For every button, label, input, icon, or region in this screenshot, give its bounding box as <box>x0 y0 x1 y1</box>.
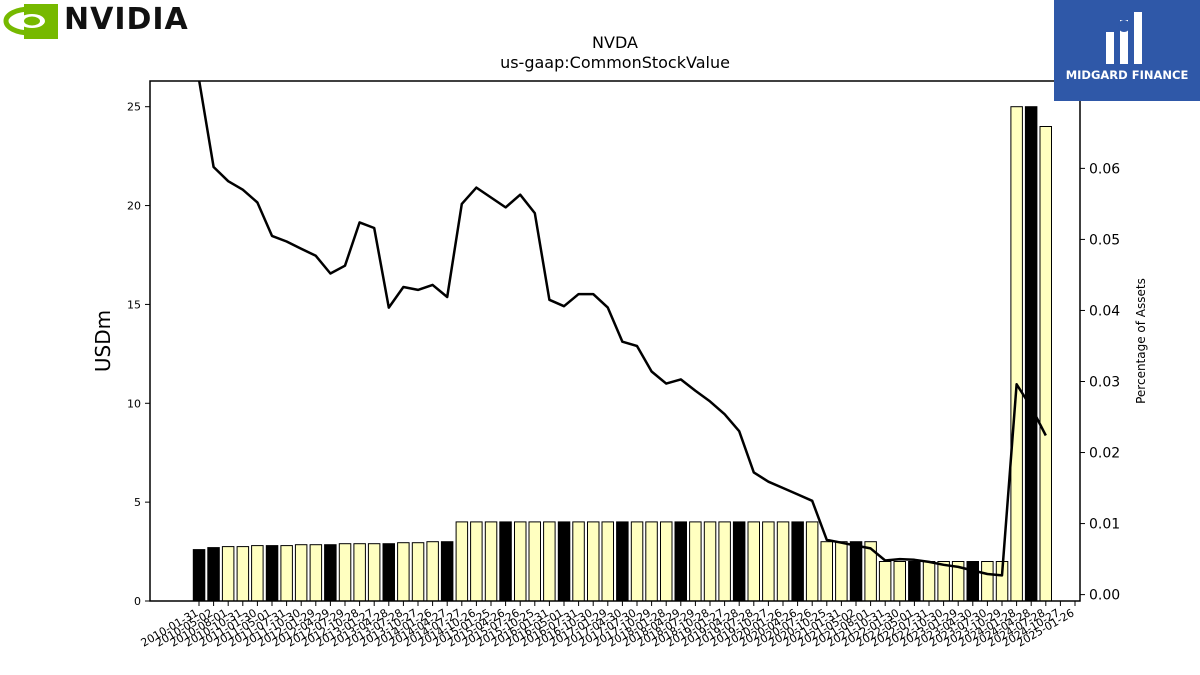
bar <box>805 521 819 602</box>
bar <box>689 521 702 602</box>
y2-tick-label: 0.05 <box>1089 232 1120 248</box>
bar <box>309 544 323 602</box>
bar <box>616 521 629 602</box>
bar <box>236 546 250 602</box>
bar <box>1039 126 1052 602</box>
bar <box>630 521 644 602</box>
y-tick-label: 0 <box>134 595 141 608</box>
bar <box>718 521 731 602</box>
bar <box>192 549 206 602</box>
bar <box>251 545 264 602</box>
bar <box>397 542 410 602</box>
bar <box>937 561 950 602</box>
y-tick-label: 10 <box>127 397 141 410</box>
y2-tick-label: 0.02 <box>1089 446 1120 462</box>
bar <box>762 521 775 602</box>
bar <box>440 541 454 602</box>
y-axis-label: USDm <box>91 310 115 372</box>
x-axis: 2010-01-312010-05-022010-08-012010-10-31… <box>139 601 1077 650</box>
bar <box>732 521 746 602</box>
bar <box>324 544 337 602</box>
nvidia-logo: NVIDIA <box>0 0 200 46</box>
y-tick-label: 25 <box>127 101 141 114</box>
plot-frame <box>149 80 1081 602</box>
bar <box>791 521 804 602</box>
y2-axis-label: Percentage of Assets <box>1134 278 1148 404</box>
bar <box>499 521 512 602</box>
bar <box>835 541 848 602</box>
nvidia-wordmark: NVIDIA <box>64 2 189 37</box>
bar <box>367 543 381 602</box>
bar <box>338 543 352 602</box>
bar <box>1024 106 1038 602</box>
y-tick-label: 20 <box>127 200 141 213</box>
y-tick-label: 5 <box>134 496 141 509</box>
midgard-finance-wordmark: MIDGARD FINANCE <box>1065 68 1189 82</box>
bar <box>893 561 906 602</box>
midgard-mark-icon <box>1106 12 1142 64</box>
bar <box>922 561 936 602</box>
bar <box>528 521 541 602</box>
bar <box>966 561 979 602</box>
bar <box>776 521 790 602</box>
y-tick-label: 15 <box>127 298 141 311</box>
bar <box>353 543 366 602</box>
bar <box>543 521 556 602</box>
bar <box>849 541 863 602</box>
midgard-finance-logo: MIDGARD FINANCE <box>1054 0 1200 101</box>
y2-tick-label: 0.06 <box>1089 161 1120 177</box>
y-axis-left: 0 5 10 15 20 25 <box>127 101 150 608</box>
bar <box>703 521 717 602</box>
bar <box>294 544 308 602</box>
bar <box>470 521 483 602</box>
bar <box>747 521 760 602</box>
bar <box>557 521 571 602</box>
bar-series <box>192 106 1052 602</box>
bar <box>514 521 527 602</box>
line-series <box>197 81 1047 577</box>
bar <box>674 521 687 602</box>
pct-assets-line <box>197 81 1047 577</box>
y2-tick-label: 0.01 <box>1089 517 1120 533</box>
bar <box>411 542 425 602</box>
bar <box>878 561 892 602</box>
bar <box>382 543 395 602</box>
bar <box>1010 106 1023 602</box>
bar <box>587 521 600 602</box>
bar <box>981 561 994 602</box>
chart-title: NVDA <box>592 33 638 52</box>
bar <box>455 521 469 602</box>
nvidia-eye-icon <box>3 4 58 39</box>
y2-tick-label: 0.03 <box>1089 374 1120 390</box>
bar <box>265 545 279 602</box>
bar <box>908 561 921 602</box>
chart-subtitle: us-gaap:CommonStockValue <box>500 53 730 72</box>
bar <box>484 521 498 602</box>
bar <box>572 521 585 602</box>
bar <box>280 545 293 602</box>
bar <box>601 521 614 602</box>
bar <box>426 541 439 602</box>
y2-tick-label: 0.00 <box>1089 588 1120 604</box>
bar <box>660 521 673 602</box>
bar <box>221 546 235 602</box>
bar <box>645 521 658 602</box>
y2-tick-label: 0.04 <box>1089 303 1120 319</box>
bar <box>820 541 833 602</box>
y-axis-right: 0.00 0.01 0.02 0.03 0.04 0.05 0.06 <box>1080 161 1120 604</box>
bar <box>207 547 220 602</box>
